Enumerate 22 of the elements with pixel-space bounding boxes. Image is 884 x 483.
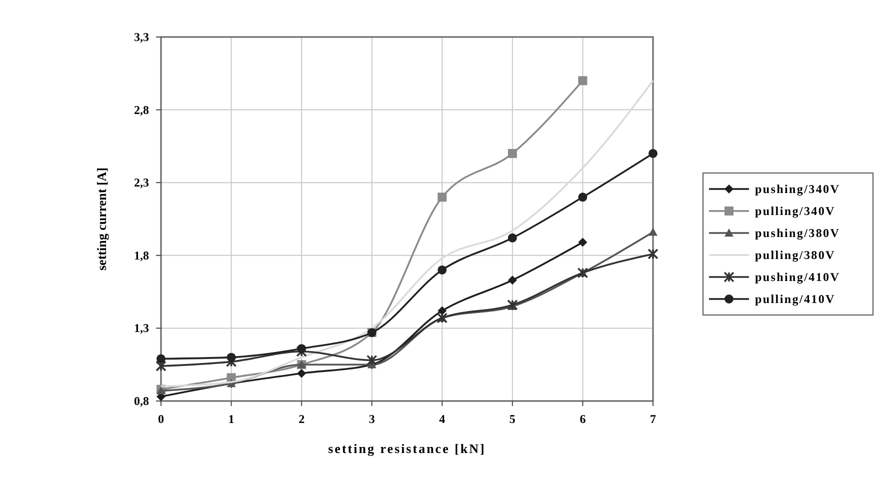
y-tick-label: 3,3	[134, 30, 149, 44]
legend-label: pushing/340V	[755, 182, 840, 196]
x-tick-label: 0	[158, 412, 164, 426]
y-tick-label: 2,3	[134, 176, 149, 190]
y-tick-label: 1,3	[134, 321, 149, 336]
y-axis-title: setting current [A]	[94, 167, 109, 271]
legend-label: pushing/410V	[755, 270, 840, 284]
x-tick-label: 6	[580, 412, 586, 426]
legend-label: pushing/380V	[755, 226, 840, 240]
x-tick-label: 4	[439, 412, 446, 426]
x-tick-label: 7	[650, 412, 656, 426]
y-tick-label: 0,8	[134, 394, 149, 408]
x-tick-label: 5	[509, 412, 516, 426]
x-tick-label: 1	[228, 412, 234, 426]
legend-label: pulling/340V	[755, 204, 836, 218]
x-axis-title: setting resistance [kN]	[328, 441, 486, 456]
legend-label: pulling/380V	[755, 248, 836, 262]
y-tick-label: 2,8	[134, 102, 149, 117]
legend-label: pulling/410V	[755, 292, 836, 306]
y-tick-label: 1,8	[134, 248, 149, 262]
x-tick-label: 3	[368, 412, 375, 426]
x-tick-label: 2	[298, 412, 305, 426]
